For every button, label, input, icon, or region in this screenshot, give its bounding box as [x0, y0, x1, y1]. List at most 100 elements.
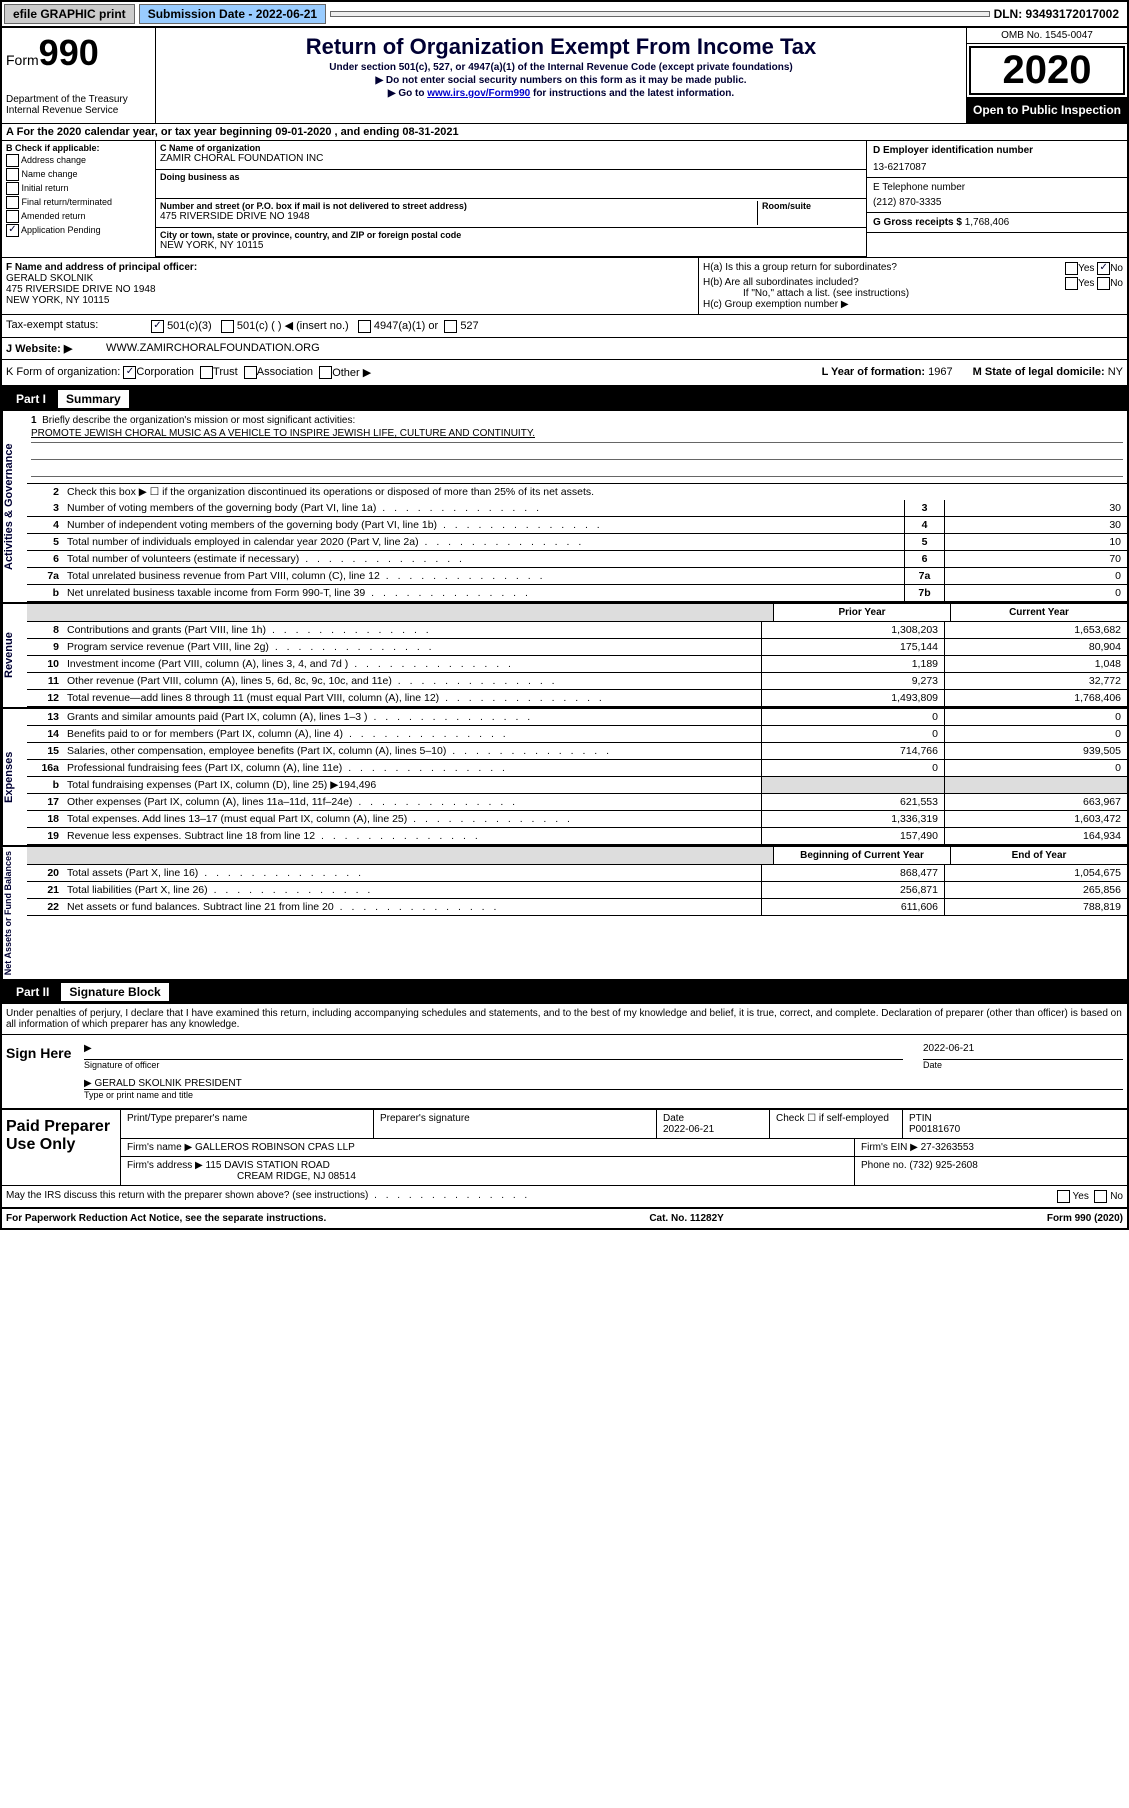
officer-name: GERALD SKOLNIK: [6, 273, 694, 284]
gov-line-7b: b Net unrelated business taxable income …: [27, 585, 1127, 602]
line-11: 11 Other revenue (Part VIII, column (A),…: [27, 673, 1127, 690]
ein-value: 13-6217087: [873, 162, 1121, 173]
k-label: K Form of organization:: [6, 366, 120, 379]
opt-app-pending[interactable]: Application Pending: [6, 224, 151, 237]
footer-mid: Cat. No. 11282Y: [649, 1213, 723, 1224]
firm-addr1: 115 DAVIS STATION ROAD: [206, 1160, 330, 1171]
cb-527[interactable]: [444, 320, 457, 333]
line-1: 1 Briefly describe the organization's mi…: [27, 411, 1127, 484]
line-8: 8 Contributions and grants (Part VIII, l…: [27, 622, 1127, 639]
city-label: City or town, state or province, country…: [160, 230, 862, 240]
netassets-header: Beginning of Current Year End of Year: [27, 847, 1127, 865]
dba-label: Doing business as: [160, 172, 862, 182]
line-10: 10 Investment income (Part VIII, column …: [27, 656, 1127, 673]
line-9: 9 Program service revenue (Part VIII, li…: [27, 639, 1127, 656]
part2-header: Part II Signature Block: [2, 980, 1127, 1004]
discuss-no[interactable]: [1094, 1190, 1107, 1203]
opt-initial-return[interactable]: Initial return: [6, 182, 151, 195]
part1-label: Part I: [8, 392, 54, 406]
open-to-public: Open to Public Inspection: [967, 97, 1127, 123]
form-number: 990: [39, 32, 99, 73]
part1-header: Part I Summary: [2, 387, 1127, 411]
line-18: 18 Total expenses. Add lines 13–17 (must…: [27, 811, 1127, 828]
line-19: 19 Revenue less expenses. Subtract line …: [27, 828, 1127, 845]
prep-date: 2022-06-21: [663, 1124, 714, 1135]
line-17: 17 Other expenses (Part IX, column (A), …: [27, 794, 1127, 811]
irs-link[interactable]: www.irs.gov/Form990: [427, 88, 530, 99]
phone-label: E Telephone number: [873, 182, 1121, 193]
side-netassets: Net Assets or Fund Balances: [2, 847, 27, 979]
sig-date-label: Date: [923, 1060, 1123, 1070]
goto-suffix: for instructions and the latest informat…: [530, 88, 734, 99]
firm-name: GALLEROS ROBINSON CPAS LLP: [195, 1142, 355, 1153]
topbar-spacer: [330, 11, 989, 17]
officer-addr2: NEW YORK, NY 10115: [6, 295, 694, 306]
cb-assoc[interactable]: [244, 366, 257, 379]
section-j: J Website: ▶ WWW.ZAMIRCHORALFOUNDATION.O…: [2, 338, 1127, 360]
gov-line-7a: 7a Total unrelated business revenue from…: [27, 568, 1127, 585]
tax-exempt-label: Tax-exempt status:: [6, 319, 151, 333]
year-box: OMB No. 1545-0047 2020 Open to Public In…: [966, 28, 1127, 123]
ssn-warning: ▶ Do not enter social security numbers o…: [160, 75, 962, 86]
form-subtitle: Under section 501(c), 527, or 4947(a)(1)…: [160, 62, 962, 73]
gross-value: 1,768,406: [965, 217, 1010, 228]
cb-501c[interactable]: [221, 320, 234, 333]
line-16a: 16a Professional fundraising fees (Part …: [27, 760, 1127, 777]
prep-sig-label: Preparer's signature: [374, 1110, 657, 1138]
org-name-label: C Name of organization: [160, 143, 862, 153]
col-current-year: Current Year: [950, 604, 1127, 621]
efile-print-button[interactable]: efile GRAPHIC print: [4, 4, 135, 24]
line-2: Check this box ▶ ☐ if the organization d…: [63, 484, 1127, 500]
cb-other[interactable]: [319, 366, 332, 379]
sig-date: 2022-06-21: [923, 1043, 1123, 1060]
line-13: 13 Grants and similar amounts paid (Part…: [27, 709, 1127, 726]
opt-address-change[interactable]: Address change: [6, 154, 151, 167]
opt-amended[interactable]: Amended return: [6, 210, 151, 223]
governance-block: Activities & Governance 1 Briefly descri…: [2, 411, 1127, 604]
discuss-yes[interactable]: [1057, 1190, 1070, 1203]
line-15: 15 Salaries, other compensation, employe…: [27, 743, 1127, 760]
section-d: D Employer identification number 13-6217…: [866, 141, 1127, 257]
org-name: ZAMIR CHORAL FOUNDATION INC: [160, 153, 862, 164]
col-end-year: End of Year: [950, 847, 1127, 864]
cb-trust[interactable]: [200, 366, 213, 379]
part2-label: Part II: [8, 985, 57, 999]
revenue-block: Revenue Prior Year Current Year 8 Contri…: [2, 604, 1127, 709]
form-990-page: efile GRAPHIC print Submission Date - 20…: [0, 0, 1129, 1230]
topbar: efile GRAPHIC print Submission Date - 20…: [2, 2, 1127, 28]
prep-print-label: Print/Type preparer's name: [121, 1110, 374, 1138]
section-b-header: B Check if applicable:: [6, 143, 151, 153]
cb-501c3[interactable]: [151, 320, 164, 333]
netassets-block: Net Assets or Fund Balances Beginning of…: [2, 847, 1127, 980]
cb-corp[interactable]: [123, 366, 136, 379]
part1-title: Summary: [58, 390, 129, 408]
omb-label: OMB No. 1545-0047: [967, 28, 1127, 44]
website-value: WWW.ZAMIRCHORALFOUNDATION.ORG: [106, 342, 320, 355]
footer: For Paperwork Reduction Act Notice, see …: [2, 1209, 1127, 1228]
sections-fh: F Name and address of principal officer:…: [2, 258, 1127, 315]
section-klm: K Form of organization: Corporation Trus…: [2, 360, 1127, 387]
dln-label: DLN: 93493172017002: [994, 7, 1125, 21]
section-b: B Check if applicable: Address change Na…: [2, 141, 156, 257]
header-row: Form990 Department of the Treasury Inter…: [2, 28, 1127, 124]
prep-ptin: P00181670: [909, 1124, 960, 1135]
discuss-row: May the IRS discuss this return with the…: [2, 1185, 1127, 1209]
ha-label: H(a) Is this a group return for subordin…: [703, 262, 897, 273]
opt-name-change[interactable]: Name change: [6, 168, 151, 181]
side-expenses: Expenses: [2, 709, 27, 845]
expenses-block: Expenses 13 Grants and similar amounts p…: [2, 709, 1127, 847]
sig-officer-label: Signature of officer: [84, 1060, 903, 1070]
dept-label: Department of the Treasury Internal Reve…: [6, 94, 151, 116]
submission-date-button[interactable]: Submission Date - 2022-06-21: [139, 4, 326, 24]
sections-bcd: B Check if applicable: Address change Na…: [2, 141, 1127, 258]
col-begin-year: Beginning of Current Year: [773, 847, 950, 864]
line-16b: Total fundraising expenses (Part IX, col…: [63, 777, 761, 793]
cb-4947[interactable]: [358, 320, 371, 333]
preparer-title: Paid Preparer Use Only: [2, 1110, 121, 1185]
gov-line-3: 3 Number of voting members of the govern…: [27, 500, 1127, 517]
opt-final-return[interactable]: Final return/terminated: [6, 196, 151, 209]
gross-label: G Gross receipts $: [873, 217, 965, 228]
revenue-header: Prior Year Current Year: [27, 604, 1127, 622]
officer-label: F Name and address of principal officer:: [6, 262, 694, 273]
part2-title: Signature Block: [61, 983, 168, 1001]
